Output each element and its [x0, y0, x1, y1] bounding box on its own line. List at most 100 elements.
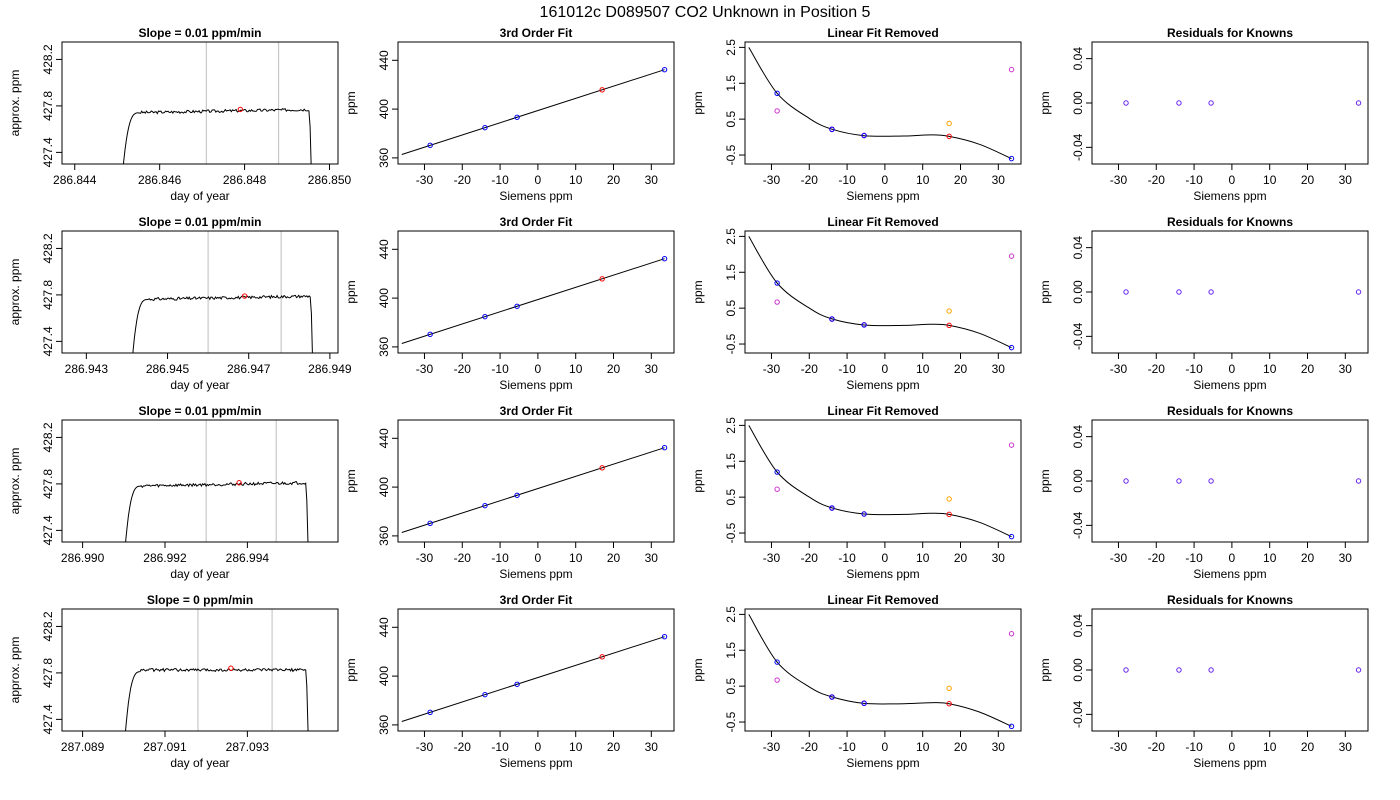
fit-line — [401, 258, 665, 344]
plot-frame — [1091, 608, 1369, 732]
unknown-point — [946, 701, 952, 707]
x-tick-label: -30 — [416, 173, 434, 187]
y-axis-label: approx. ppm — [8, 70, 22, 137]
x-tick-label: 10 — [569, 740, 583, 754]
x-axis-label: Siemens ppm — [1193, 567, 1266, 581]
x-tick-label: -30 — [763, 362, 781, 376]
x-tick-label: 10 — [1263, 740, 1277, 754]
panel-r2-c3: Linear Fit Removed -30 -20 -10 0 10 20 30 -0.5 0.… — [691, 215, 1022, 392]
y-tick-label: 1.5 — [724, 264, 738, 281]
x-tick-label: -10 — [1185, 740, 1203, 754]
known-point — [427, 142, 433, 149]
residual-point — [1176, 100, 1182, 106]
panel-r4-c4: Residuals for Knowns -30 -20 -10 0 10 20 30 -0.0… — [1038, 593, 1369, 770]
unknown-point — [599, 87, 605, 93]
x-tick-label: -30 — [1110, 362, 1128, 376]
y-tick-label: -0.5 — [724, 522, 738, 543]
x-tick-label: 20 — [954, 362, 968, 376]
x-tick-label: 10 — [916, 740, 930, 754]
x-tick-label: 0 — [882, 740, 889, 754]
unknown-marker — [237, 106, 244, 113]
panel-r1-c4: Residuals for Knowns -30 -20 -10 0 10 20 30 -0.0… — [1038, 26, 1369, 203]
y-axis-label: ppm — [1038, 469, 1052, 492]
y-axis-label: ppm — [1038, 280, 1052, 303]
data-trace — [125, 667, 309, 731]
fit-line — [401, 69, 665, 155]
x-tick-label: 0 — [1229, 740, 1236, 754]
raw-known-point — [1008, 66, 1015, 73]
x-tick-label: -10 — [1185, 551, 1203, 565]
x-tick-label: 0 — [882, 551, 889, 565]
x-tick-label: 30 — [645, 551, 659, 565]
y-tick-label: 400 — [377, 666, 391, 686]
panel-title: Linear Fit Removed — [827, 215, 938, 229]
panel-title: Residuals for Knowns — [1167, 215, 1293, 229]
x-tick-label: 20 — [954, 173, 968, 187]
y-axis-label: ppm — [1038, 658, 1052, 681]
known-point — [861, 511, 867, 517]
residual-point — [1208, 667, 1214, 673]
fit-line — [401, 447, 665, 533]
y-tick-label: 400 — [377, 477, 391, 497]
panel-r1-c3: Linear Fit Removed -30 -20 -10 0 10 20 30 -0.5 0.… — [691, 26, 1022, 203]
x-tick-label: 30 — [992, 173, 1006, 187]
x-tick-label: -20 — [1148, 362, 1166, 376]
panel-plot-area — [748, 236, 1015, 351]
x-tick-label: -30 — [1110, 551, 1128, 565]
panel-title: 3rd Order Fit — [500, 26, 573, 40]
known-point — [1008, 155, 1015, 162]
x-tick-label: 20 — [607, 173, 621, 187]
y-tick-label: -0.04 — [1071, 511, 1085, 539]
unknown-alt-point — [946, 120, 952, 127]
known-point — [427, 331, 433, 338]
residual-point — [1123, 478, 1129, 484]
x-axis-label: Siemens ppm — [1193, 756, 1266, 770]
data-trace — [125, 481, 309, 542]
known-point — [1008, 533, 1015, 540]
data-trace — [132, 294, 313, 353]
x-tick-label: 10 — [569, 362, 583, 376]
residual-point — [1123, 667, 1129, 673]
residual-point — [1123, 289, 1129, 295]
unknown-point — [946, 511, 952, 518]
y-tick-label: 427.8 — [41, 280, 55, 310]
cubic-fit-curve — [748, 236, 1012, 349]
x-axis-label: day of year — [170, 567, 229, 581]
unknown-marker — [236, 480, 242, 486]
y-tick-label: 427.4 — [41, 515, 55, 545]
y-tick-label: 360 — [377, 148, 391, 168]
x-tick-label: 30 — [1339, 173, 1353, 187]
raw-known-point — [774, 486, 780, 492]
x-tick-label: -30 — [416, 362, 434, 376]
panel-r4-c2: 3rd Order Fit -30 -20 -10 0 10 20 30 360 400 440 Si… — [344, 593, 675, 770]
panel-r4-c3: Linear Fit Removed -30 -20 -10 0 10 20 30 -0.5 0.… — [691, 593, 1022, 770]
residual-point — [1123, 100, 1129, 106]
unknown-point — [599, 276, 605, 282]
known-point — [427, 520, 433, 527]
x-tick-label: 10 — [916, 362, 930, 376]
x-tick-label: 30 — [645, 362, 659, 376]
panel-plot-area — [132, 231, 313, 353]
known-point — [1008, 344, 1015, 351]
x-tick-label: -30 — [763, 740, 781, 754]
x-tick-label: 0 — [535, 740, 542, 754]
known-point — [482, 691, 488, 698]
y-tick-label: 2.5 — [724, 417, 738, 434]
raw-known-point — [774, 299, 780, 305]
panel-plot-area — [748, 425, 1015, 540]
panel-title: Linear Fit Removed — [827, 26, 938, 40]
x-tick-label: 30 — [1339, 740, 1353, 754]
x-tick-label: 0 — [882, 173, 889, 187]
x-axis-label: Siemens ppm — [499, 378, 572, 392]
known-point — [774, 280, 780, 286]
panel-title: Slope = 0.01 ppm/min — [138, 26, 261, 40]
figure-title: 161012c D089507 CO2 Unknown in Position … — [540, 4, 871, 21]
residual-point — [1355, 289, 1362, 295]
residual-point — [1355, 478, 1362, 484]
panel-title: Residuals for Knowns — [1167, 593, 1293, 607]
x-tick-label: -30 — [416, 551, 434, 565]
panel-title: 3rd Order Fit — [500, 215, 573, 229]
x-tick-label: 287.089 — [61, 740, 105, 754]
known-point — [861, 132, 867, 139]
